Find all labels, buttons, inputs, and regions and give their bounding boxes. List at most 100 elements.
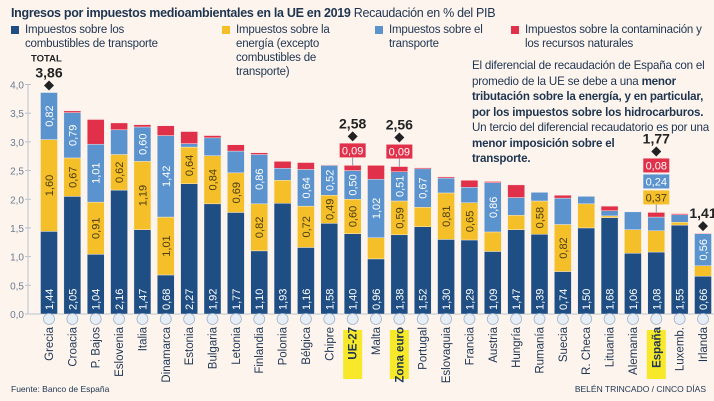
flag-icon: [253, 313, 266, 325]
flag-icon: [556, 313, 569, 325]
bar-segment: [600, 215, 619, 218]
flag-icon: [603, 313, 616, 325]
bar-segment: [460, 187, 479, 203]
bar-segment: [624, 211, 642, 230]
bar-segment: [367, 165, 385, 180]
total-diamond-marker: [698, 221, 708, 232]
bar-segment: [273, 180, 292, 204]
bar-segment: [624, 229, 642, 254]
bar-segment: [437, 176, 455, 179]
title-subtitle: Recaudación en % del PIB: [353, 6, 496, 20]
callout-value: 0,24: [646, 176, 667, 188]
bar-segment: [600, 210, 619, 217]
callout-box: [386, 144, 413, 159]
note-bold: menor imposición sobre el transporte.: [472, 136, 615, 166]
x-category-label: Hungría: [511, 326, 523, 368]
bar-segment: [390, 166, 409, 172]
x-category-label: R. Checa: [581, 326, 593, 375]
bar-segment: [110, 122, 128, 131]
bar-segment: [670, 221, 689, 226]
bar-value-label: 0,50: [348, 174, 360, 195]
callout-value: 0,09: [342, 145, 363, 157]
x-category-label: Bulgaria: [208, 326, 220, 369]
flag-icon: [440, 313, 452, 325]
bar-value-label: 1,55: [675, 289, 687, 310]
y-tick-label: 4,0: [10, 81, 24, 92]
chart-title: Ingresos por impuestos medioambientales …: [11, 6, 496, 20]
bar-segment: [647, 212, 665, 218]
flag-icon: [276, 313, 289, 325]
bar-value-label: 1,68: [605, 289, 617, 310]
legend-item-pollution: Impuestos sobre la contaminación y los r…: [511, 23, 711, 51]
total-diamond-marker: [394, 132, 405, 143]
bar-value-label: 1,40: [348, 289, 360, 310]
x-category-label: Austria: [488, 326, 500, 362]
x-category-label: P. Bajos: [91, 327, 103, 369]
bar-segment: [554, 195, 572, 199]
bar-value-label: 0,86: [488, 197, 500, 218]
bar-segment: [577, 203, 595, 229]
bar-value-label: 1,01: [91, 162, 103, 183]
bar-value-label: 0,82: [44, 105, 56, 126]
callout-box: [339, 143, 366, 158]
flag-icon: [533, 313, 546, 325]
flag-icon: [627, 313, 639, 325]
bar-segment: [203, 137, 222, 156]
bar-value-label: 0,58: [535, 207, 547, 228]
bar-segment: [227, 150, 245, 174]
bar-value-label: 0,59: [394, 207, 406, 228]
legend-label: Impuestos sobre la energía (excepto comb…: [236, 24, 330, 78]
flag-icon: [113, 313, 125, 325]
bar-segment: [110, 129, 128, 155]
bar-segment: [647, 216, 665, 232]
callout-box: [643, 174, 670, 189]
bar-segment: [273, 161, 292, 169]
total-caption: TOTAL: [31, 54, 62, 65]
x-category-label: Chipre: [324, 327, 336, 361]
flag-icon: [510, 313, 523, 325]
legend-label: Impuestos sobre el transporte: [389, 24, 483, 50]
flag-icon: [650, 313, 663, 325]
bar-value-label: 1,30: [441, 289, 453, 310]
bar-segment: [343, 165, 362, 171]
flag-icon: [183, 313, 196, 325]
bar-value-label: 1,44: [44, 289, 56, 310]
legend-swatch: [222, 26, 230, 34]
bar-value-label: 0,82: [558, 237, 570, 258]
legend-item-transport: Impuestos sobre el transporte: [375, 23, 495, 51]
bar-value-label: 0,52: [324, 170, 336, 191]
flag-icon: [206, 313, 219, 325]
highlight-band: [343, 330, 363, 379]
x-category-label: Malta: [371, 326, 383, 355]
bar-value-label: 2,16: [114, 289, 126, 310]
legend-swatch: [511, 26, 519, 34]
legend-label: Impuestos sobre la contaminación y los r…: [525, 24, 702, 50]
bar-segment: [694, 265, 712, 277]
bar-value-label: 0,66: [698, 289, 710, 310]
legend-label: Impuestos sobre los combustibles de tran…: [25, 24, 158, 50]
flag-icon: [370, 313, 382, 325]
note-text: Un tercio del diferencial recaudatorio e…: [472, 121, 710, 134]
x-category-label: Eslovenia: [114, 326, 126, 376]
x-category-label: Grecia: [44, 326, 56, 360]
bar-segment: [414, 167, 432, 170]
bar-value-label: 0,96: [371, 289, 383, 310]
bar-segment: [484, 181, 502, 183]
bar-segment: [437, 177, 455, 194]
bar-value-label: 1,19: [137, 185, 149, 206]
y-tick-label: 3,0: [10, 138, 24, 149]
y-tick-label: 1,0: [10, 253, 24, 264]
bar-value-label: 2,05: [67, 289, 79, 310]
flag-icon: [346, 313, 359, 325]
x-category-label: Francia: [464, 326, 476, 365]
x-category-label: Irlanda: [698, 326, 710, 362]
bar-value-label: 0,72: [301, 216, 313, 237]
x-category-label: Dinamarca: [161, 326, 173, 382]
bar-value-label: 0,74: [558, 289, 570, 310]
x-category-label: Estonia: [184, 326, 196, 365]
bar-value-label: 0,67: [67, 166, 79, 187]
callout-box: [643, 158, 670, 173]
bar-segment: [180, 143, 198, 148]
